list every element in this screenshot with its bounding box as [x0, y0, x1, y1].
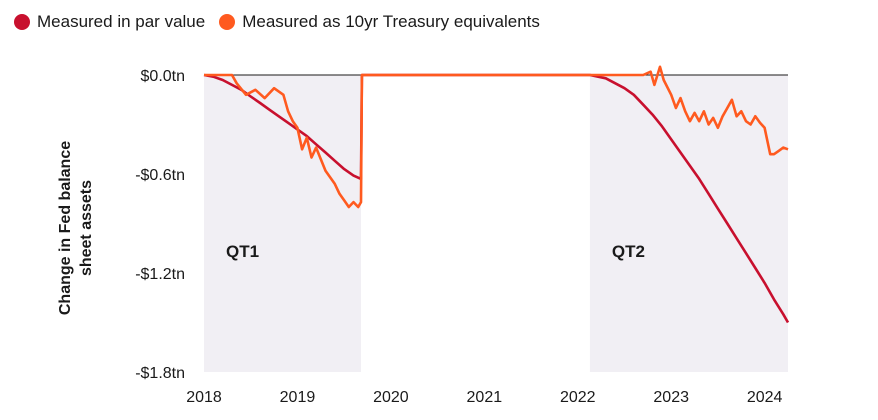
region-label-qt2: QT2 [612, 242, 645, 261]
x-tick-label: 2021 [467, 389, 503, 406]
legend-label-par-value: Measured in par value [37, 12, 206, 31]
legend-item-treasury-equivalents: Measured as 10yr Treasury equivalents [219, 12, 540, 32]
y-tick-label: $0.0tn [141, 68, 185, 85]
chart-legend: Measured in par value Measured as 10yr T… [14, 12, 554, 32]
region-label-qt1: QT1 [226, 242, 259, 261]
x-tick-label: 2024 [747, 389, 783, 406]
x-axis-ticks: 2018 2019 2020 2021 2022 2023 2024 [186, 389, 782, 406]
legend-swatch-treasury-equivalents [219, 14, 236, 30]
shaded-region-qt1 [204, 75, 361, 372]
legend-swatch-par-value [14, 14, 30, 30]
y-axis-label-line-2: sheet assets [78, 180, 95, 276]
y-tick-label: -$0.6tn [135, 167, 185, 184]
y-tick-label: -$1.2tn [135, 266, 185, 283]
x-tick-label: 2020 [373, 389, 409, 406]
x-tick-label: 2018 [186, 389, 222, 406]
x-tick-label: 2023 [653, 389, 689, 406]
shaded-regions [204, 75, 788, 372]
legend-label-treasury-equivalents: Measured as 10yr Treasury equivalents [242, 12, 540, 31]
x-tick-label: 2022 [560, 389, 596, 406]
series-line-par-value [203, 73, 790, 324]
series-lines [203, 65, 790, 324]
series-line-treasury-equivalents [204, 65, 789, 209]
region-labels: QT1 QT2 [226, 242, 645, 261]
y-tick-label: -$1.8tn [135, 365, 185, 382]
y-axis-label-line-1: Change in Fed balance [57, 141, 74, 315]
legend-item-par-value: Measured in par value [14, 12, 205, 32]
y-axis-ticks: $0.0tn -$0.6tn -$1.2tn -$1.8tn [135, 68, 185, 382]
shaded-region-qt2 [589, 75, 788, 372]
x-tick-label: 2019 [280, 389, 316, 406]
